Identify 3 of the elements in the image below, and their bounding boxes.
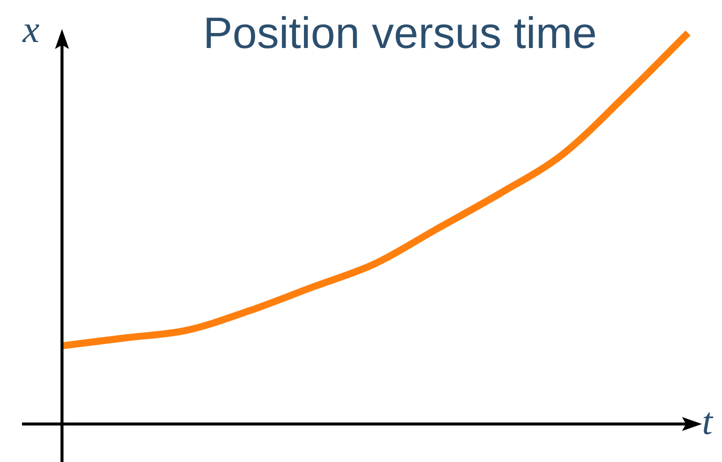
y-axis-title: x	[22, 8, 40, 51]
x-axis-title: t	[702, 400, 714, 443]
chart-title: Position versus time	[203, 9, 597, 58]
